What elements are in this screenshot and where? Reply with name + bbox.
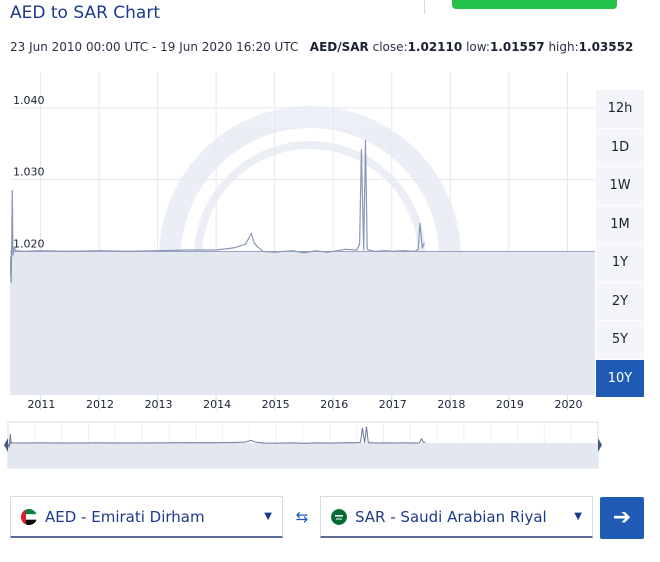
swap-arrows-icon[interactable]: ⇆ [295,508,309,526]
date-range: 23 Jun 2010 00:00 UTC - 19 Jun 2020 16:2… [10,40,299,54]
data-point [98,250,100,252]
data-point [402,250,405,252]
data-point [244,243,246,245]
data-point [274,251,276,253]
data-point [303,252,305,254]
data-point [157,250,159,252]
price-chart[interactable]: 1.0401.0301.0201.0101.000201120122013201… [10,72,595,410]
data-point [332,250,334,252]
period-selector: 12h 1D 1W 1M 1Y 2Y 5Y 10Y [596,90,644,398]
x-tick-label: 2012 [86,398,114,410]
data-point [385,250,387,252]
data-point [13,247,15,249]
chart-svg: 1.0401.0301.0201.0101.000201120122013201… [10,72,595,410]
currency-pair: AED/SAR [309,40,369,54]
low-label: low: [466,40,490,54]
data-point [417,248,419,250]
close-label: close: [372,40,408,54]
data-point [326,251,328,253]
data-point [421,247,423,249]
x-tick-label: 2014 [203,398,231,410]
period-5y[interactable]: 5Y [596,321,644,360]
data-point [256,245,258,247]
chevron-down-icon: ▼ [574,511,582,522]
data-point [359,243,361,245]
data-point [360,148,362,151]
data-point [391,250,393,252]
y-tick-label: 1.030 [13,166,45,179]
x-tick-label: 2011 [27,398,55,410]
data-point [262,250,264,252]
range-navigator[interactable] [4,420,602,470]
navigator-line [7,426,426,448]
data-point [419,222,421,225]
x-tick-label: 2020 [554,398,582,410]
period-2y[interactable]: 2Y [596,282,644,321]
period-1w[interactable]: 1W [596,167,644,206]
x-tick-label: 2016 [320,398,348,410]
chevron-down-icon: ▼ [264,511,272,522]
data-point [39,250,42,252]
data-point [15,250,17,252]
x-tick-label: 2018 [437,398,465,410]
top-action-button[interactable] [452,0,617,9]
data-point [356,249,358,251]
header-divider [424,0,425,14]
x-tick-label: 2015 [262,398,290,410]
y-tick-label: 1.020 [13,237,45,250]
data-point [186,249,188,251]
data-point [373,250,375,252]
arrow-right-icon[interactable]: ➔ [600,497,644,539]
navigator-left-handle-icon [4,438,8,452]
close-value: 1.02110 [407,40,463,54]
data-point [69,250,71,252]
data-point [291,250,293,252]
navigator-svg [4,421,602,469]
data-point [315,250,317,252]
data-point [12,254,14,256]
period-1y[interactable]: 1Y [596,244,644,283]
period-1d[interactable]: 1D [596,128,644,167]
x-tick-label: 2013 [145,398,173,410]
low-value: 1.01557 [489,40,545,54]
from-currency-label: AED - Emirati Dirham [45,507,205,526]
data-point [423,242,425,245]
uae-flag-icon [21,508,37,525]
data-point [10,255,11,258]
data-point [368,249,371,251]
data-point [344,248,346,250]
x-axis-strip [10,395,595,410]
page-title: AED to SAR Chart [10,3,161,23]
data-point [414,250,416,252]
period-12h[interactable]: 12h [596,90,644,129]
saudi-flag-icon [331,508,347,525]
high-value: 1.03552 [578,40,634,54]
data-point [127,250,129,252]
data-point [366,248,368,250]
data-point [22,250,24,252]
navigator-area [8,443,598,468]
period-10y[interactable]: 10Y [596,359,644,398]
y-tick-label: 1.040 [13,94,45,107]
chart-summary: 23 Jun 2010 00:00 UTC - 19 Jun 2020 16:2… [10,40,633,54]
from-currency-select[interactable]: AED - Emirati Dirham ▼ [10,496,283,538]
x-tick-label: 2017 [379,398,407,410]
data-point [253,242,255,244]
baseline-area [10,251,595,395]
data-point [364,139,367,141]
data-point [363,249,365,251]
to-currency-label: SAR - Saudi Arabian Riyal [355,507,547,526]
period-1m[interactable]: 1M [596,205,644,244]
navigator-right-handle-icon [598,438,602,452]
x-tick-label: 2019 [496,398,524,410]
to-currency-select[interactable]: SAR - Saudi Arabian Riyal ▼ [320,496,593,538]
data-point [11,189,13,191]
data-point [233,247,235,249]
data-point [250,232,252,235]
high-label: high: [548,40,579,54]
data-point [215,249,217,251]
data-point [10,281,12,283]
